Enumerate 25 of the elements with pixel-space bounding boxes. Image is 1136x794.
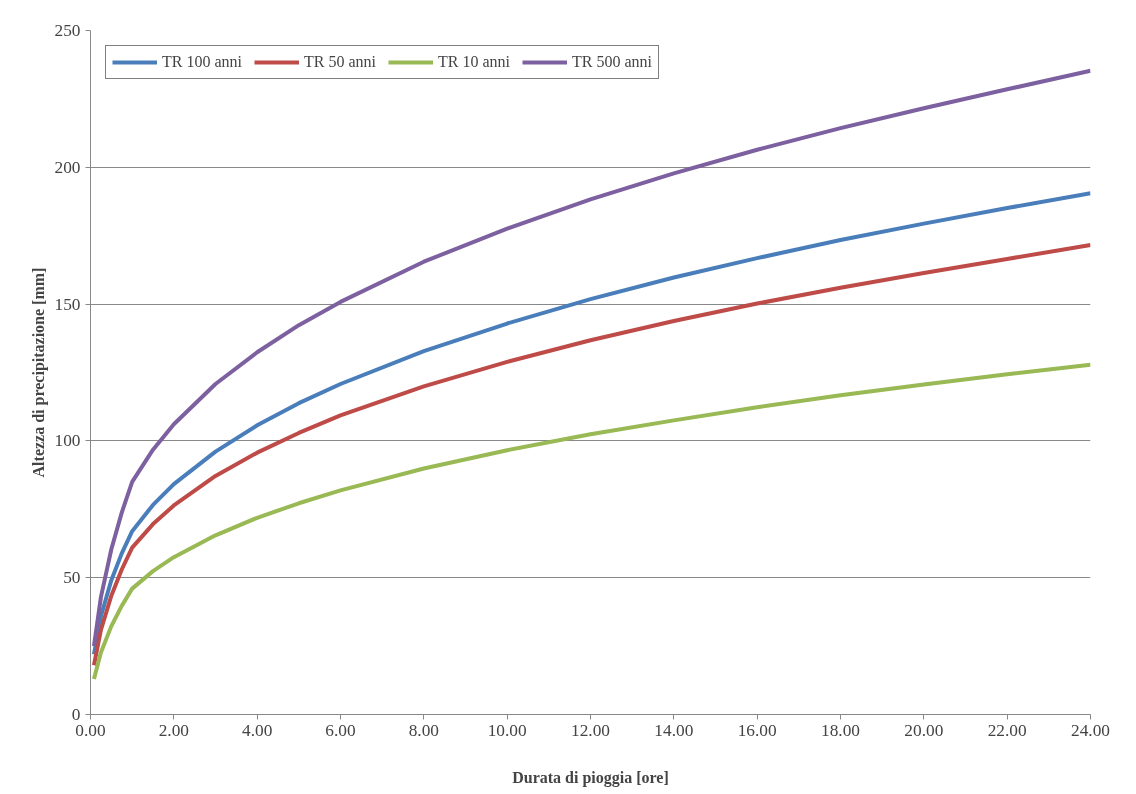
y-tick-label: 50 bbox=[63, 568, 81, 588]
x-tick-label: 4.00 bbox=[242, 720, 273, 740]
x-tick-label: 10.00 bbox=[487, 720, 527, 740]
y-tick-label: 100 bbox=[54, 431, 81, 451]
x-tick-label: 12.00 bbox=[571, 720, 611, 740]
line-series bbox=[91, 68, 1091, 649]
x-tick-label: 8.00 bbox=[408, 720, 439, 740]
x-tick-label: 18.00 bbox=[821, 720, 861, 740]
y-tick-label: 200 bbox=[54, 157, 81, 177]
x-tick-label: 24.00 bbox=[1071, 720, 1111, 740]
y-axis-title: Altezza di precipitazione [mm] bbox=[29, 267, 48, 478]
x-tick-label: 14.00 bbox=[654, 720, 694, 740]
legend-label: TR 500 anni bbox=[572, 53, 652, 71]
x-tick-label: 20.00 bbox=[904, 720, 944, 740]
legend-label: TR 100 anni bbox=[162, 53, 242, 71]
y-tick-label: 150 bbox=[54, 294, 81, 314]
x-tick-label: 22.00 bbox=[987, 720, 1027, 740]
x-axis-title: Durata di pioggia [ore] bbox=[512, 768, 669, 787]
x-tick-label: 6.00 bbox=[325, 720, 356, 740]
legend-label: TR 50 anni bbox=[304, 53, 376, 71]
legend-label: TR 10 anni bbox=[438, 53, 510, 71]
line-series bbox=[91, 362, 1091, 681]
x-tick-label: 2.00 bbox=[158, 720, 189, 740]
x-tick-label: 16.00 bbox=[737, 720, 777, 740]
y-tick-label: 250 bbox=[54, 21, 81, 40]
